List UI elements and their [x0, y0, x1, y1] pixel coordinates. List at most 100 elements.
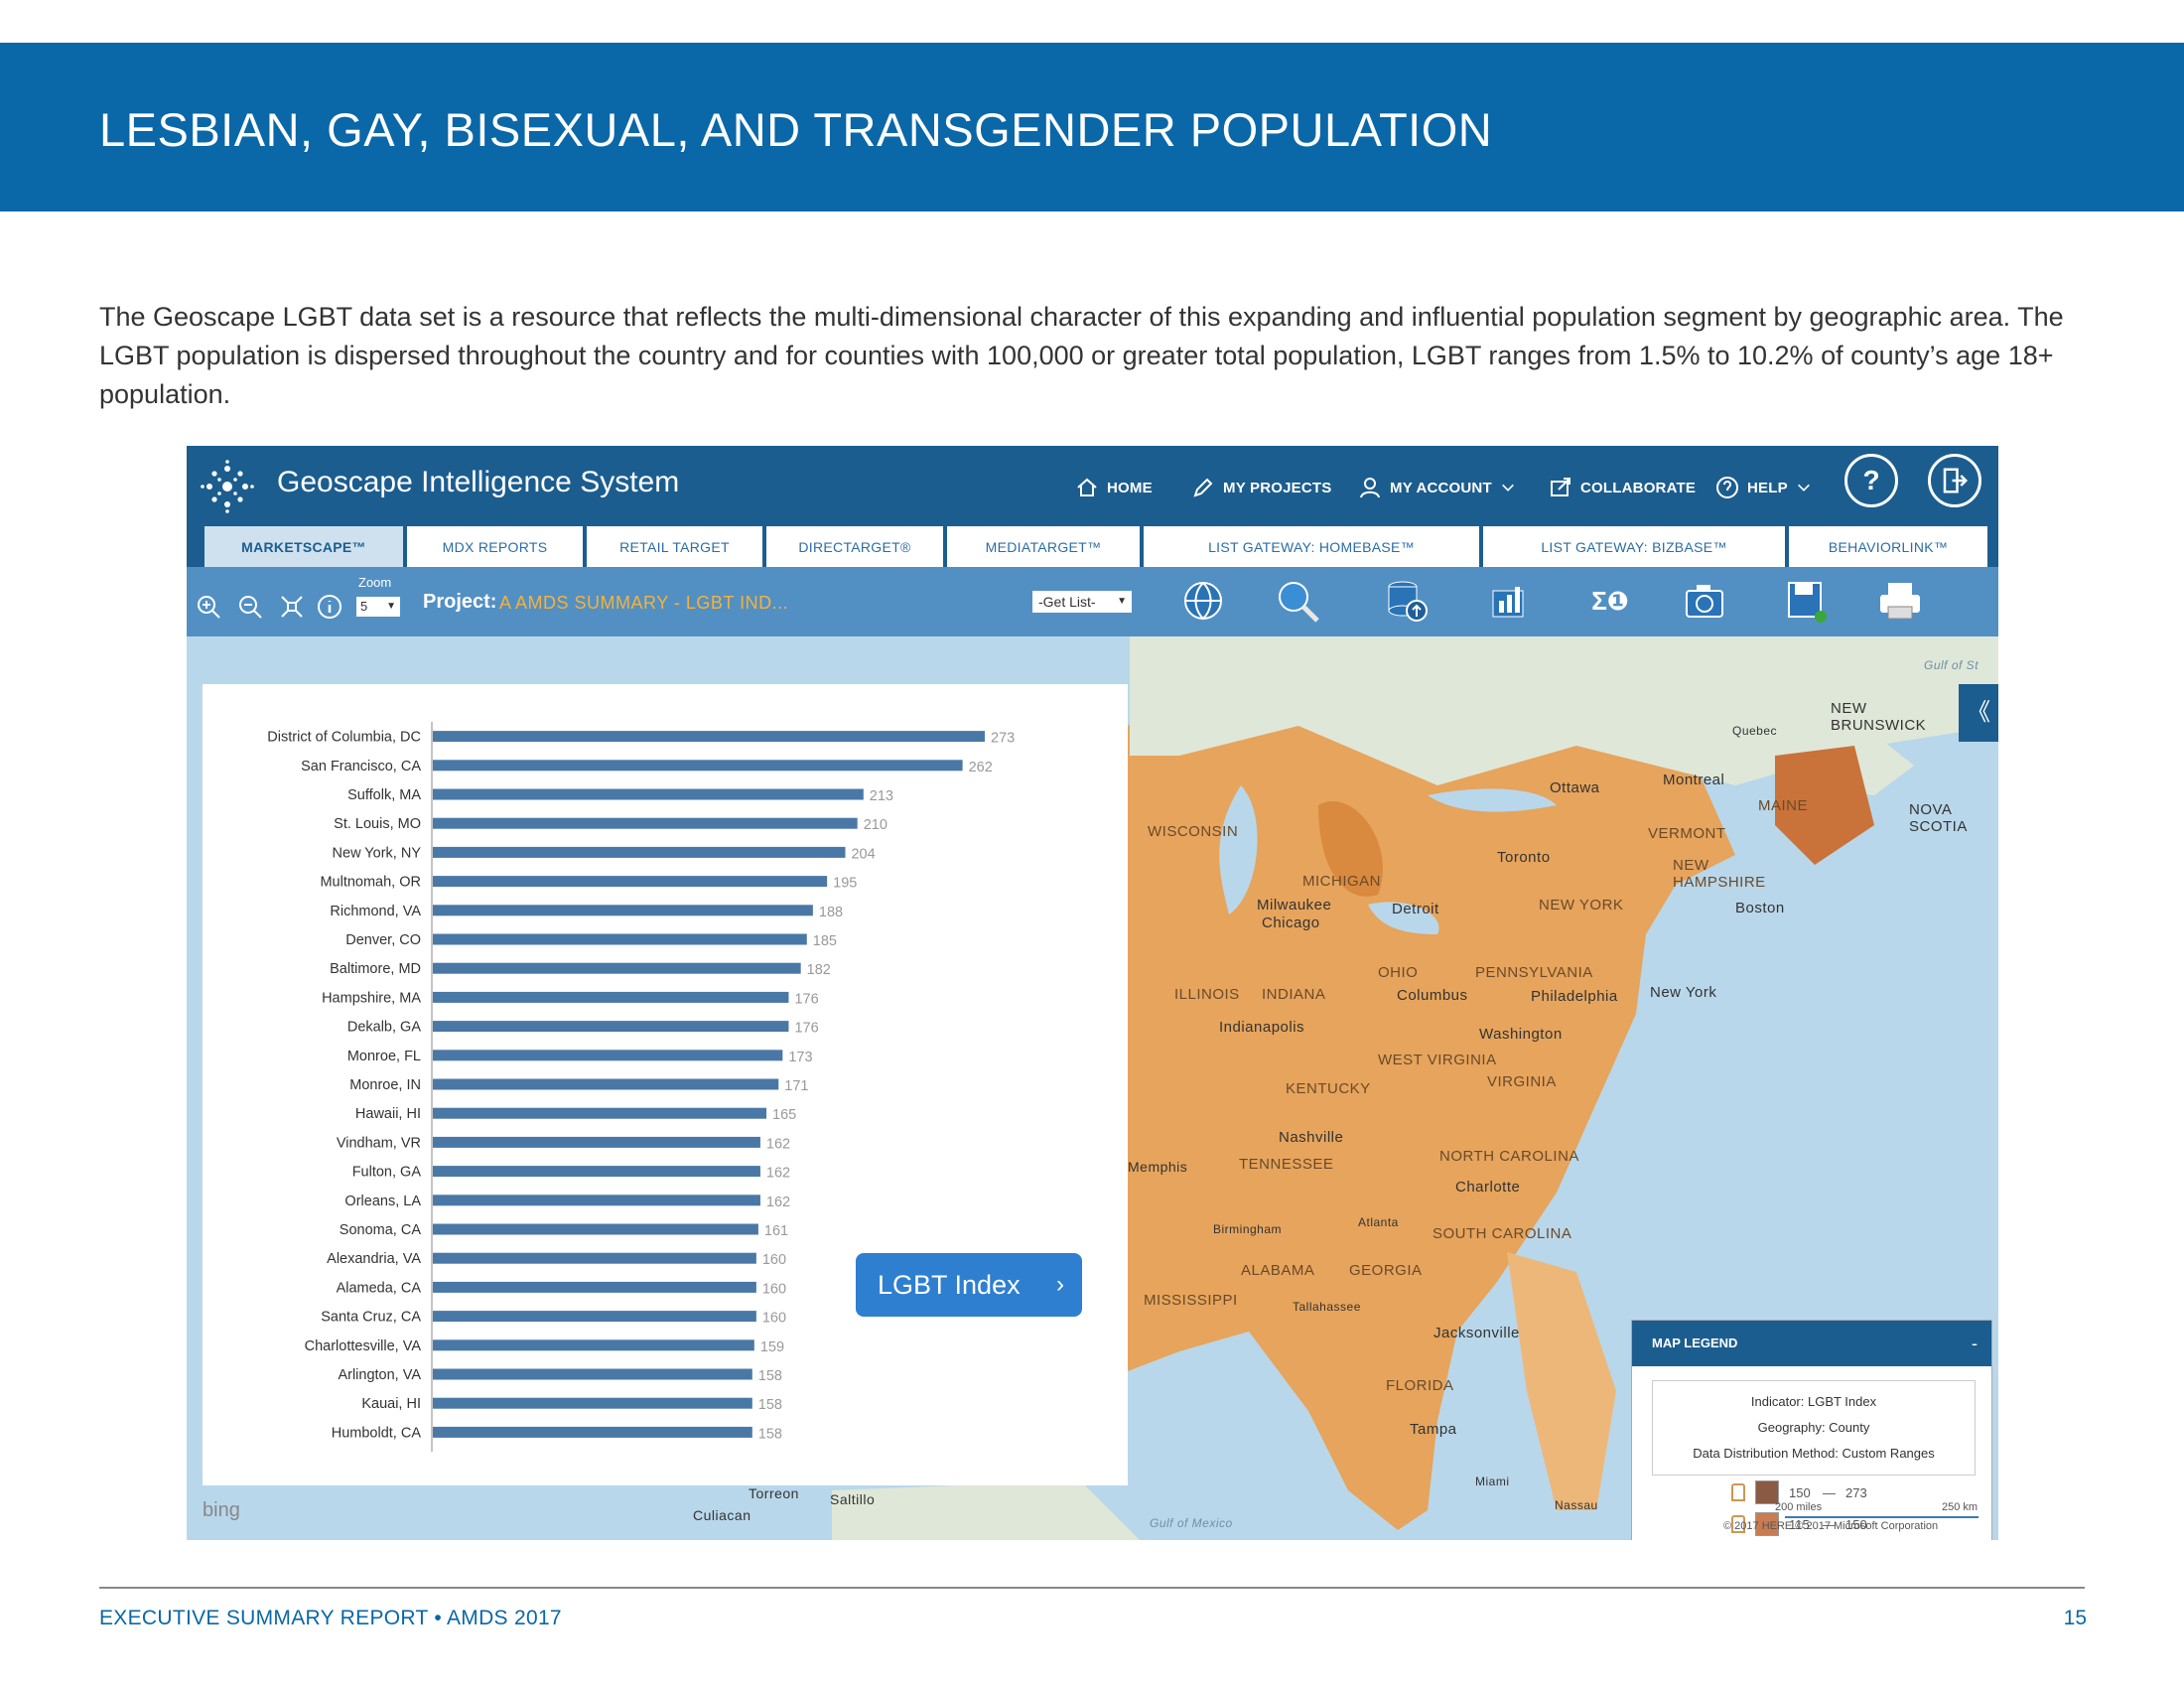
- nav-collaborate[interactable]: COLLABORATE: [1549, 476, 1696, 499]
- nav-help[interactable]: HELP: [1715, 476, 1812, 499]
- map-label-nassau: Nassau: [1555, 1498, 1598, 1512]
- map-label-florida: FLORIDA: [1386, 1377, 1454, 1394]
- lock-icon[interactable]: [1731, 1515, 1745, 1533]
- bar: [433, 817, 858, 829]
- map-label-nova-scotia: NOVA SCOTIA: [1909, 801, 1968, 835]
- tab-marketscape[interactable]: MARKETSCAPE™: [205, 526, 403, 567]
- bar-value-label: 160: [762, 1281, 786, 1297]
- lgbt-index-button-label: LGBT Index: [878, 1270, 1021, 1300]
- map-label-pennsylvania: PENNSYLVANIA: [1475, 964, 1593, 981]
- header-banner: LESBIAN, GAY, BISEXUAL, AND TRANSGENDER …: [0, 43, 2184, 211]
- bar: [433, 1078, 779, 1090]
- zoom-value: 5: [360, 599, 368, 614]
- legend-info-box: Indicator: LGBT Index Geography: County …: [1652, 1380, 1976, 1476]
- nav-my-account[interactable]: MY ACCOUNT: [1358, 476, 1516, 499]
- bar: [433, 846, 846, 858]
- category-label: Vindham, VR: [337, 1135, 421, 1151]
- tab-behaviorlink[interactable]: BEHAVIORLINK™: [1789, 526, 1987, 567]
- map-label-new-york-city: New York: [1650, 984, 1717, 1001]
- logout-button[interactable]: [1928, 454, 1981, 507]
- map-label-memphis: Memphis: [1128, 1159, 1188, 1175]
- save-icon[interactable]: [1783, 577, 1831, 625]
- print-icon[interactable]: [1876, 577, 1924, 625]
- info-icon[interactable]: [316, 593, 343, 621]
- bar-value-label: 171: [784, 1078, 808, 1094]
- ranking-chart-panel: District of Columbia, DC 273 San Francisco…: [203, 684, 1128, 1485]
- bar-value-label: 161: [764, 1223, 788, 1239]
- legend-range-low: 150: [1789, 1484, 1811, 1500]
- sum-info-icon[interactable]: Σ❶: [1591, 586, 1629, 616]
- bar: [433, 1281, 756, 1293]
- category-label: Orleans, LA: [344, 1194, 421, 1209]
- map-label-nashville: Nashville: [1279, 1129, 1344, 1146]
- tab-mediatarget[interactable]: MEDIATARGET™: [947, 526, 1140, 567]
- map-label-kentucky: KENTUCKY: [1286, 1080, 1371, 1097]
- get-list-select[interactable]: -Get List- ▼: [1032, 591, 1132, 613]
- intro-paragraph: The Geoscape LGBT data set is a resource…: [99, 302, 2064, 409]
- legend-range-high: 273: [1845, 1484, 1867, 1500]
- bar: [433, 760, 963, 772]
- database-upload-icon[interactable]: [1383, 577, 1431, 625]
- legend-geography: Geography: County: [1757, 1420, 1870, 1435]
- lgbt-index-bar-chart: District of Columbia, DC 273 San Francisco…: [267, 722, 1015, 1452]
- get-list-value: -Get List-: [1038, 594, 1096, 610]
- chart-report-icon[interactable]: [1485, 577, 1533, 625]
- map-label-michigan: MICHIGAN: [1302, 873, 1381, 890]
- map-label-vermont: VERMONT: [1648, 825, 1726, 842]
- bar: [433, 731, 985, 743]
- nav-my-projects[interactable]: MY PROJECTS: [1191, 476, 1331, 499]
- map-label-gulf-of-st-lawrence: Gulf of St: [1924, 658, 1979, 672]
- tab-mdx-reports[interactable]: MDX REPORTS: [407, 526, 583, 567]
- tab-list-gateway-bizbase[interactable]: LIST GATEWAY: BIZBASE™: [1483, 526, 1785, 567]
- legend-collapse-button[interactable]: -: [1972, 1334, 1978, 1353]
- bar-value-label: 158: [758, 1397, 782, 1413]
- bar: [433, 1311, 756, 1323]
- camera-icon[interactable]: [1681, 577, 1728, 625]
- map-label-maine: MAINE: [1758, 797, 1809, 814]
- project-label: Project:: [423, 591, 497, 613]
- category-label: St. Louis, MO: [334, 816, 421, 832]
- category-label: Hampshire, MA: [322, 990, 421, 1006]
- legend-swatch: [1755, 1480, 1779, 1504]
- bar-value-label: 195: [833, 876, 857, 892]
- map-label-virginia: VIRGINIA: [1487, 1073, 1557, 1090]
- dropdown-arrow-icon: ▼: [386, 601, 396, 612]
- zoom-out-icon[interactable]: [236, 593, 264, 621]
- zoom-in-icon[interactable]: [195, 593, 222, 621]
- legend-range-low: 115: [1789, 1516, 1810, 1532]
- map-view[interactable]: WISCONSIN MICHIGAN OHIO INDIANA ILLINOIS…: [187, 636, 1998, 1540]
- bar-value-label: 159: [760, 1339, 784, 1355]
- bar: [433, 1223, 758, 1235]
- share-icon: [1551, 478, 1570, 496]
- map-label-philadelphia: Philadelphia: [1531, 988, 1618, 1005]
- bar: [433, 788, 864, 800]
- tab-retail-target[interactable]: RETAIL TARGET: [587, 526, 762, 567]
- globe-search-icon[interactable]: [1274, 577, 1321, 625]
- category-label: Alexandria, VA: [327, 1251, 421, 1267]
- dropdown-arrow-icon: ▼: [1117, 596, 1127, 607]
- bar: [433, 1136, 760, 1148]
- chevron-down-icon: [1797, 484, 1810, 492]
- tab-directarget[interactable]: DIRECTARGET®: [766, 526, 943, 567]
- nav-my-account-label: MY ACCOUNT: [1390, 479, 1492, 496]
- lock-icon[interactable]: [1731, 1483, 1745, 1501]
- full-extent-icon[interactable]: [278, 593, 306, 621]
- tab-list-gateway-homebase[interactable]: LIST GATEWAY: HOMEBASE™: [1144, 526, 1479, 567]
- bing-logo: bing: [203, 1499, 240, 1521]
- bar: [433, 1166, 760, 1178]
- globe-icon[interactable]: [1179, 577, 1227, 625]
- nav-home[interactable]: HOME: [1075, 476, 1153, 499]
- lgbt-index-button[interactable]: LGBT Index ›: [856, 1253, 1082, 1317]
- map-label-saltillo: Saltillo: [830, 1491, 876, 1507]
- project-name[interactable]: A AMDS SUMMARY - LGBT IND...: [499, 593, 789, 613]
- help-bubble-button[interactable]: ?: [1844, 454, 1898, 507]
- bar-value-label: 262: [969, 760, 993, 775]
- zoom-select[interactable]: 5 ▼: [356, 597, 400, 617]
- legend-range-dash: —: [1823, 1516, 1836, 1532]
- map-label-ottawa: Ottawa: [1550, 779, 1600, 796]
- category-label: Arlington, VA: [338, 1367, 421, 1383]
- map-label-miami: Miami: [1475, 1475, 1510, 1488]
- legend-title: MAP LEGEND: [1632, 1321, 1991, 1366]
- category-label: Charlottesville, VA: [305, 1338, 422, 1354]
- panel-toggle-button[interactable]: 《: [1959, 684, 1998, 742]
